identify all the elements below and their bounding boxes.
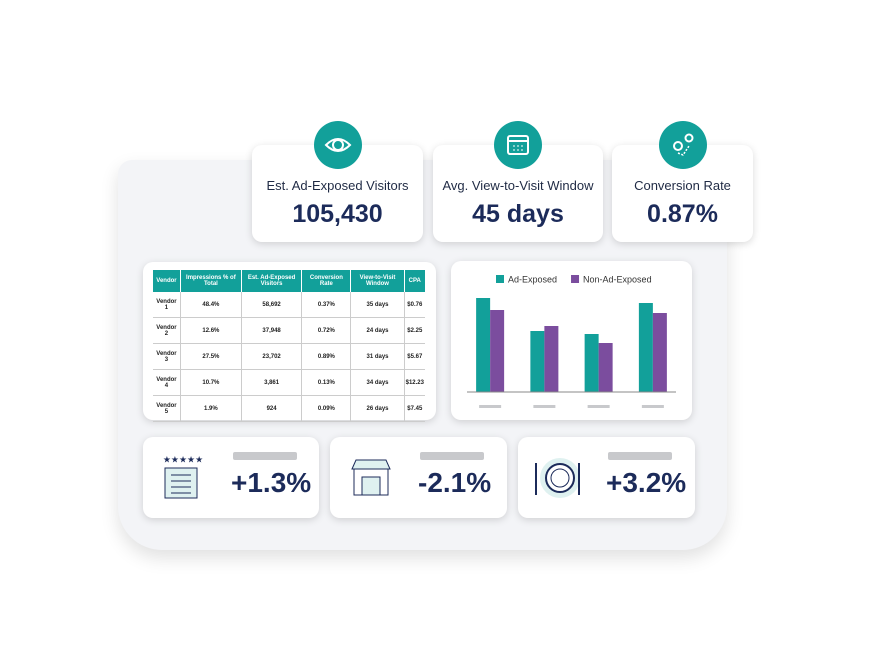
table-header-cell: CPA [404,270,425,292]
table-cell: $0.76 [404,292,425,318]
kpi-value: 0.87% [647,200,718,228]
table-cell: 1.9% [180,395,242,422]
table-cell: Vendor 2 [153,317,181,344]
stat-card: -2.1% [330,437,507,518]
kpi-card: Avg. View-to-Visit Window 45 days [433,121,603,242]
svg-text:★★★★★: ★★★★★ [163,455,203,464]
table-cell: 924 [241,395,303,422]
eye-icon [313,121,362,169]
kpi-label: Est. Ad-Exposed Visitors [266,178,409,193]
x-label-placeholder [587,405,610,408]
table-cell: 0.89% [301,343,352,370]
map-pin-icon [658,121,707,169]
table-cell: 26 days [350,395,405,422]
table-cell: 24 days [350,317,405,344]
x-label-placeholder [533,405,556,408]
table-cell: $7.45 [404,395,425,422]
legend-label: Ad-Exposed [508,274,557,284]
x-label-placeholder [641,405,664,408]
bar [530,331,545,392]
table-cell: Vendor 1 [153,292,181,318]
legend-swatch [496,275,504,283]
bar [598,343,613,392]
kpi-card: Conversion Rate 0.87% [612,121,753,242]
chart-card: Ad-Exposed Non-Ad-Exposed [451,261,692,420]
calendar-icon [494,121,542,169]
kpi-value: 45 days [472,200,564,228]
placeholder [608,452,672,460]
table-row: Vendor 3 27.5% 23,702 0.89% 31 days $5.67 [153,343,425,370]
table-cell: 27.5% [180,343,242,370]
legend-swatch [571,275,580,283]
table-cell: 23,702 [241,343,303,370]
placeholder [420,452,484,460]
table-header-cell: Est. Ad-Exposed Visitors [241,270,303,292]
table-card: Vendor Impressions % of Total Est. Ad-Expo… [143,262,436,422]
bar [652,313,667,392]
kpi-value: 105,430 [292,200,383,228]
table-cell: 31 days [350,343,405,370]
bar-chart: Ad-Exposed Non-Ad-Exposed [467,274,676,408]
table-cell: $2.25 [404,317,425,344]
table-cell: $5.67 [404,343,425,370]
table-cell: 0.09% [301,395,352,422]
table-cell: Vendor 3 [153,343,181,370]
table-row: Vendor 4 10.7% 3,861 0.13% 34 days $12.23 [153,369,425,396]
table-row: Vendor 5 1.9% 924 0.09% 26 days $7.45 [153,395,425,422]
kpi-label: Avg. View-to-Visit Window [442,178,594,193]
table-cell: 10.7% [180,369,242,396]
table-cell: 48.4% [180,292,242,318]
table-cell: $12.23 [404,369,425,396]
table-header-cell: Impressions % of Total [180,270,242,292]
table-header-cell: View-to-Visit Window [350,270,405,292]
table-cell: 58,692 [241,292,303,318]
vendor-table: Vendor Impressions % of Total Est. Ad-Expo… [153,270,425,422]
table-cell: 0.13% [301,369,352,396]
table-cell: 34 days [350,369,405,396]
table-cell: 3,861 [241,369,303,396]
store-icon [351,459,391,496]
bar [490,310,505,392]
table-cell: 37,948 [241,317,303,344]
table-cell: Vendor 5 [153,395,181,422]
stat-value: +3.2% [606,467,687,498]
kpi-card: Est. Ad-Exposed Visitors 105,430 [252,121,423,242]
table-header-cell: Conversion Rate [301,270,352,292]
stat-value: +1.3% [231,467,312,498]
table-header-cell: Vendor [153,270,181,292]
dining-icon [535,458,580,498]
table-cell: 35 days [350,292,405,318]
bar [544,326,559,392]
x-label-placeholder [479,405,502,408]
placeholder [233,452,297,460]
table-row: Vendor 1 48.4% 58,692 0.37% 35 days $0.76 [153,292,425,318]
stat-value: -2.1% [418,467,492,498]
bar [638,303,653,392]
table-cell: 0.37% [301,292,352,318]
bar [584,334,599,392]
kpi-label: Conversion Rate [634,178,731,193]
table-cell: 0.72% [301,317,352,344]
table-row: Vendor 2 12.6% 37,948 0.72% 24 days $2.25 [153,317,425,344]
review-icon: ★★★★★ [163,455,203,499]
table-cell: Vendor 4 [153,369,181,396]
stat-card: ★★★★★ +1.3% [143,437,319,518]
bar [476,298,491,392]
stat-card: +3.2% [518,437,695,518]
legend-label: Non-Ad-Exposed [583,274,652,284]
table-cell: 12.6% [180,317,242,344]
